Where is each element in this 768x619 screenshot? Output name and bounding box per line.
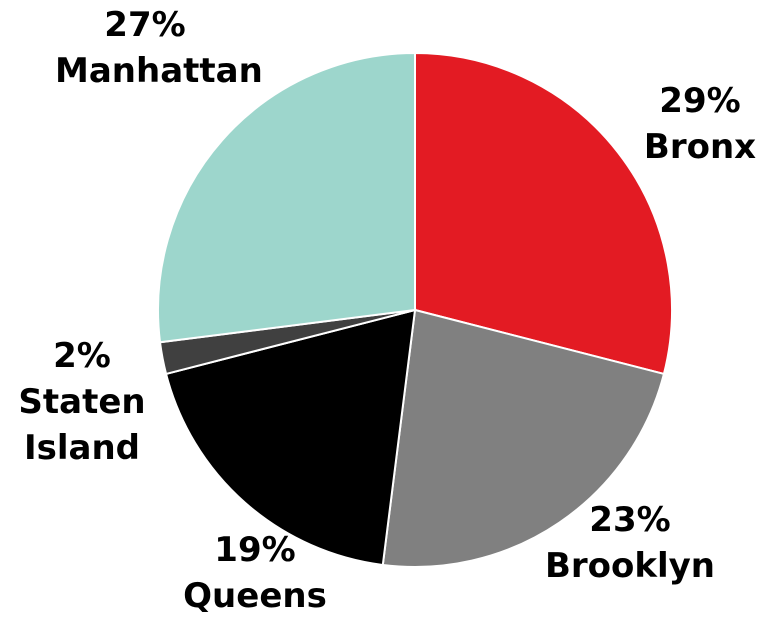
value-label: 27%: [104, 5, 186, 45]
slice-label: 2% Staten Island: [0, 333, 172, 471]
slice-label: 27% Manhattan: [55, 2, 263, 94]
category-label: Brooklyn: [544, 546, 716, 586]
pie-slice: [157, 51, 416, 344]
pie-slice: [381, 308, 666, 568]
value-label: 19%: [214, 530, 296, 570]
category-label: Staten Island: [18, 382, 146, 468]
slice-label: 19% Queens: [165, 527, 345, 619]
category-label: Queens: [183, 576, 327, 616]
pie-slice: [414, 51, 673, 376]
category-label: Bronx: [643, 127, 757, 167]
value-label: 23%: [589, 500, 671, 540]
value-label: 29%: [659, 81, 741, 121]
value-label: 2%: [53, 336, 111, 376]
slice-label: 29% Bronx: [610, 78, 768, 170]
pie-slice: [164, 308, 417, 567]
category-label: Manhattan: [55, 51, 263, 91]
slice-label: 23% Brooklyn: [540, 497, 720, 589]
